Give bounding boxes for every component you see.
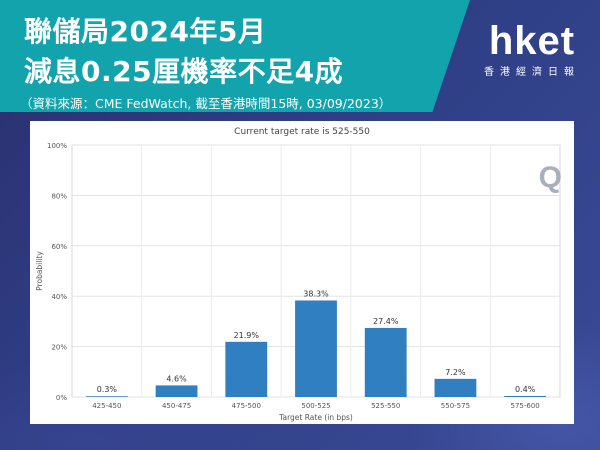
headline-line-2: 減息0.25厘機率不足4成 <box>24 55 344 88</box>
y-tick-label: 80% <box>51 192 67 200</box>
data-label-500-525: 38.3% <box>303 289 329 298</box>
y-tick-label: 60% <box>51 243 67 251</box>
data-label-450-475: 4.6% <box>166 374 187 383</box>
y-tick-label: 0% <box>56 394 67 402</box>
y-tick-label: 100% <box>47 142 67 150</box>
bar-575-600 <box>504 395 547 397</box>
data-label-575-600: 0.4% <box>515 385 536 394</box>
x-tick-label-500-525: 500-525 <box>301 402 330 410</box>
hket-logo: hket 香港經濟日報 <box>474 19 590 78</box>
bar-525-550 <box>364 327 407 397</box>
chart-panel: Current target rate is 525-550 0% 20% 40% 60… <box>30 121 574 424</box>
bar-425-450 <box>85 396 128 397</box>
x-tick-label-475-500: 475-500 <box>232 402 261 410</box>
bar-550-575 <box>434 378 477 397</box>
data-label-425-450: 0.3% <box>97 385 118 394</box>
bar-475-500 <box>225 341 268 397</box>
logo-subtitle: 香港經濟日報 <box>484 67 580 78</box>
bar-chart: Current target rate is 525-550 0% 20% 40% 60… <box>35 127 561 422</box>
x-tick-label-525-550: 525-550 <box>371 402 400 410</box>
y-tick-label: 20% <box>51 344 67 352</box>
x-tick-label-425-450: 425-450 <box>92 402 121 410</box>
chart-title: Current target rate is 525-550 <box>234 127 370 137</box>
title-banner <box>0 0 470 112</box>
logo-wordmark: hket <box>488 19 576 63</box>
source-note: （資料來源：CME FedWatch, 截至香港時間15時, 03/09/202… <box>20 96 392 111</box>
bar-450-475 <box>155 385 198 397</box>
bar-500-525 <box>295 300 337 397</box>
x-tick-label-575-600: 575-600 <box>511 402 540 410</box>
x-tick-label-450-475: 450-475 <box>162 402 191 410</box>
data-label-475-500: 21.9% <box>234 331 260 340</box>
y-tick-label: 40% <box>51 293 67 301</box>
data-label-525-550: 27.4% <box>373 317 399 326</box>
data-label-550-575: 7.2% <box>445 368 466 377</box>
y-axis-label: Probability <box>35 251 44 291</box>
headline-line-1: 聯儲局2024年5月 <box>24 15 267 48</box>
x-tick-label-550-575: 550-575 <box>441 402 470 410</box>
x-axis-label: Target Rate (in bps) <box>278 413 353 422</box>
quikstrike-watermark-icon: Q <box>538 161 562 194</box>
